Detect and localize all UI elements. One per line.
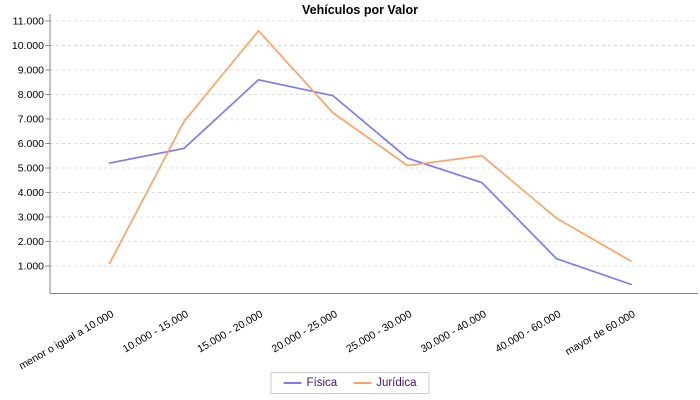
y-axis-tick-label: 8.000 [18, 89, 44, 101]
chart-title: Vehículos por Valor [301, 3, 418, 17]
series-line-juridica [108, 29, 632, 265]
y-axis-tick-label: 7.000 [18, 114, 44, 126]
legend-item-juridica: Jurídica [353, 377, 416, 389]
legend-swatch [283, 382, 302, 384]
x-axis-label: 30.000 - 40.000 [419, 308, 489, 355]
x-axis-label: 10.000 - 15.000 [121, 308, 191, 355]
x-axis-label: mayor de 60.000 [563, 308, 637, 358]
x-axis-label: 20.000 - 25.000 [270, 308, 340, 355]
y-axis-tick-label: 3.000 [18, 212, 44, 224]
y-axis-tick-label: 1.000 [18, 261, 44, 273]
x-axis-label: 40.000 - 60.000 [493, 308, 563, 355]
legend-label: Jurídica [376, 377, 417, 389]
y-axis-tick-label: 9.000 [18, 65, 44, 77]
y-axis-tick-label: 10.000 [12, 40, 44, 52]
legend-swatch [353, 382, 372, 384]
y-axis-tick-label: 6.000 [18, 138, 44, 150]
x-axis-label: menor o igual a 10.000 [17, 308, 116, 370]
x-axis-label: 15.000 - 20.000 [195, 308, 265, 355]
series-line-fisica [108, 78, 632, 286]
legend: Física Jurídica [270, 372, 430, 394]
x-axis-label: 25.000 - 30.000 [344, 308, 414, 355]
legend-label: Física [306, 377, 338, 389]
y-axis-tick-label: 4.000 [18, 187, 44, 199]
plot-area: 1.000 2.000 3.000 4.000 5.000 6.000 7.000 8.000… [12, 14, 698, 370]
y-axis-tick-label: 5.000 [18, 163, 44, 175]
y-axis-tick-label: 11.000 [13, 16, 44, 28]
y-axis-tick-label: 2.000 [18, 236, 44, 248]
legend-item-fisica: Física [283, 377, 338, 389]
